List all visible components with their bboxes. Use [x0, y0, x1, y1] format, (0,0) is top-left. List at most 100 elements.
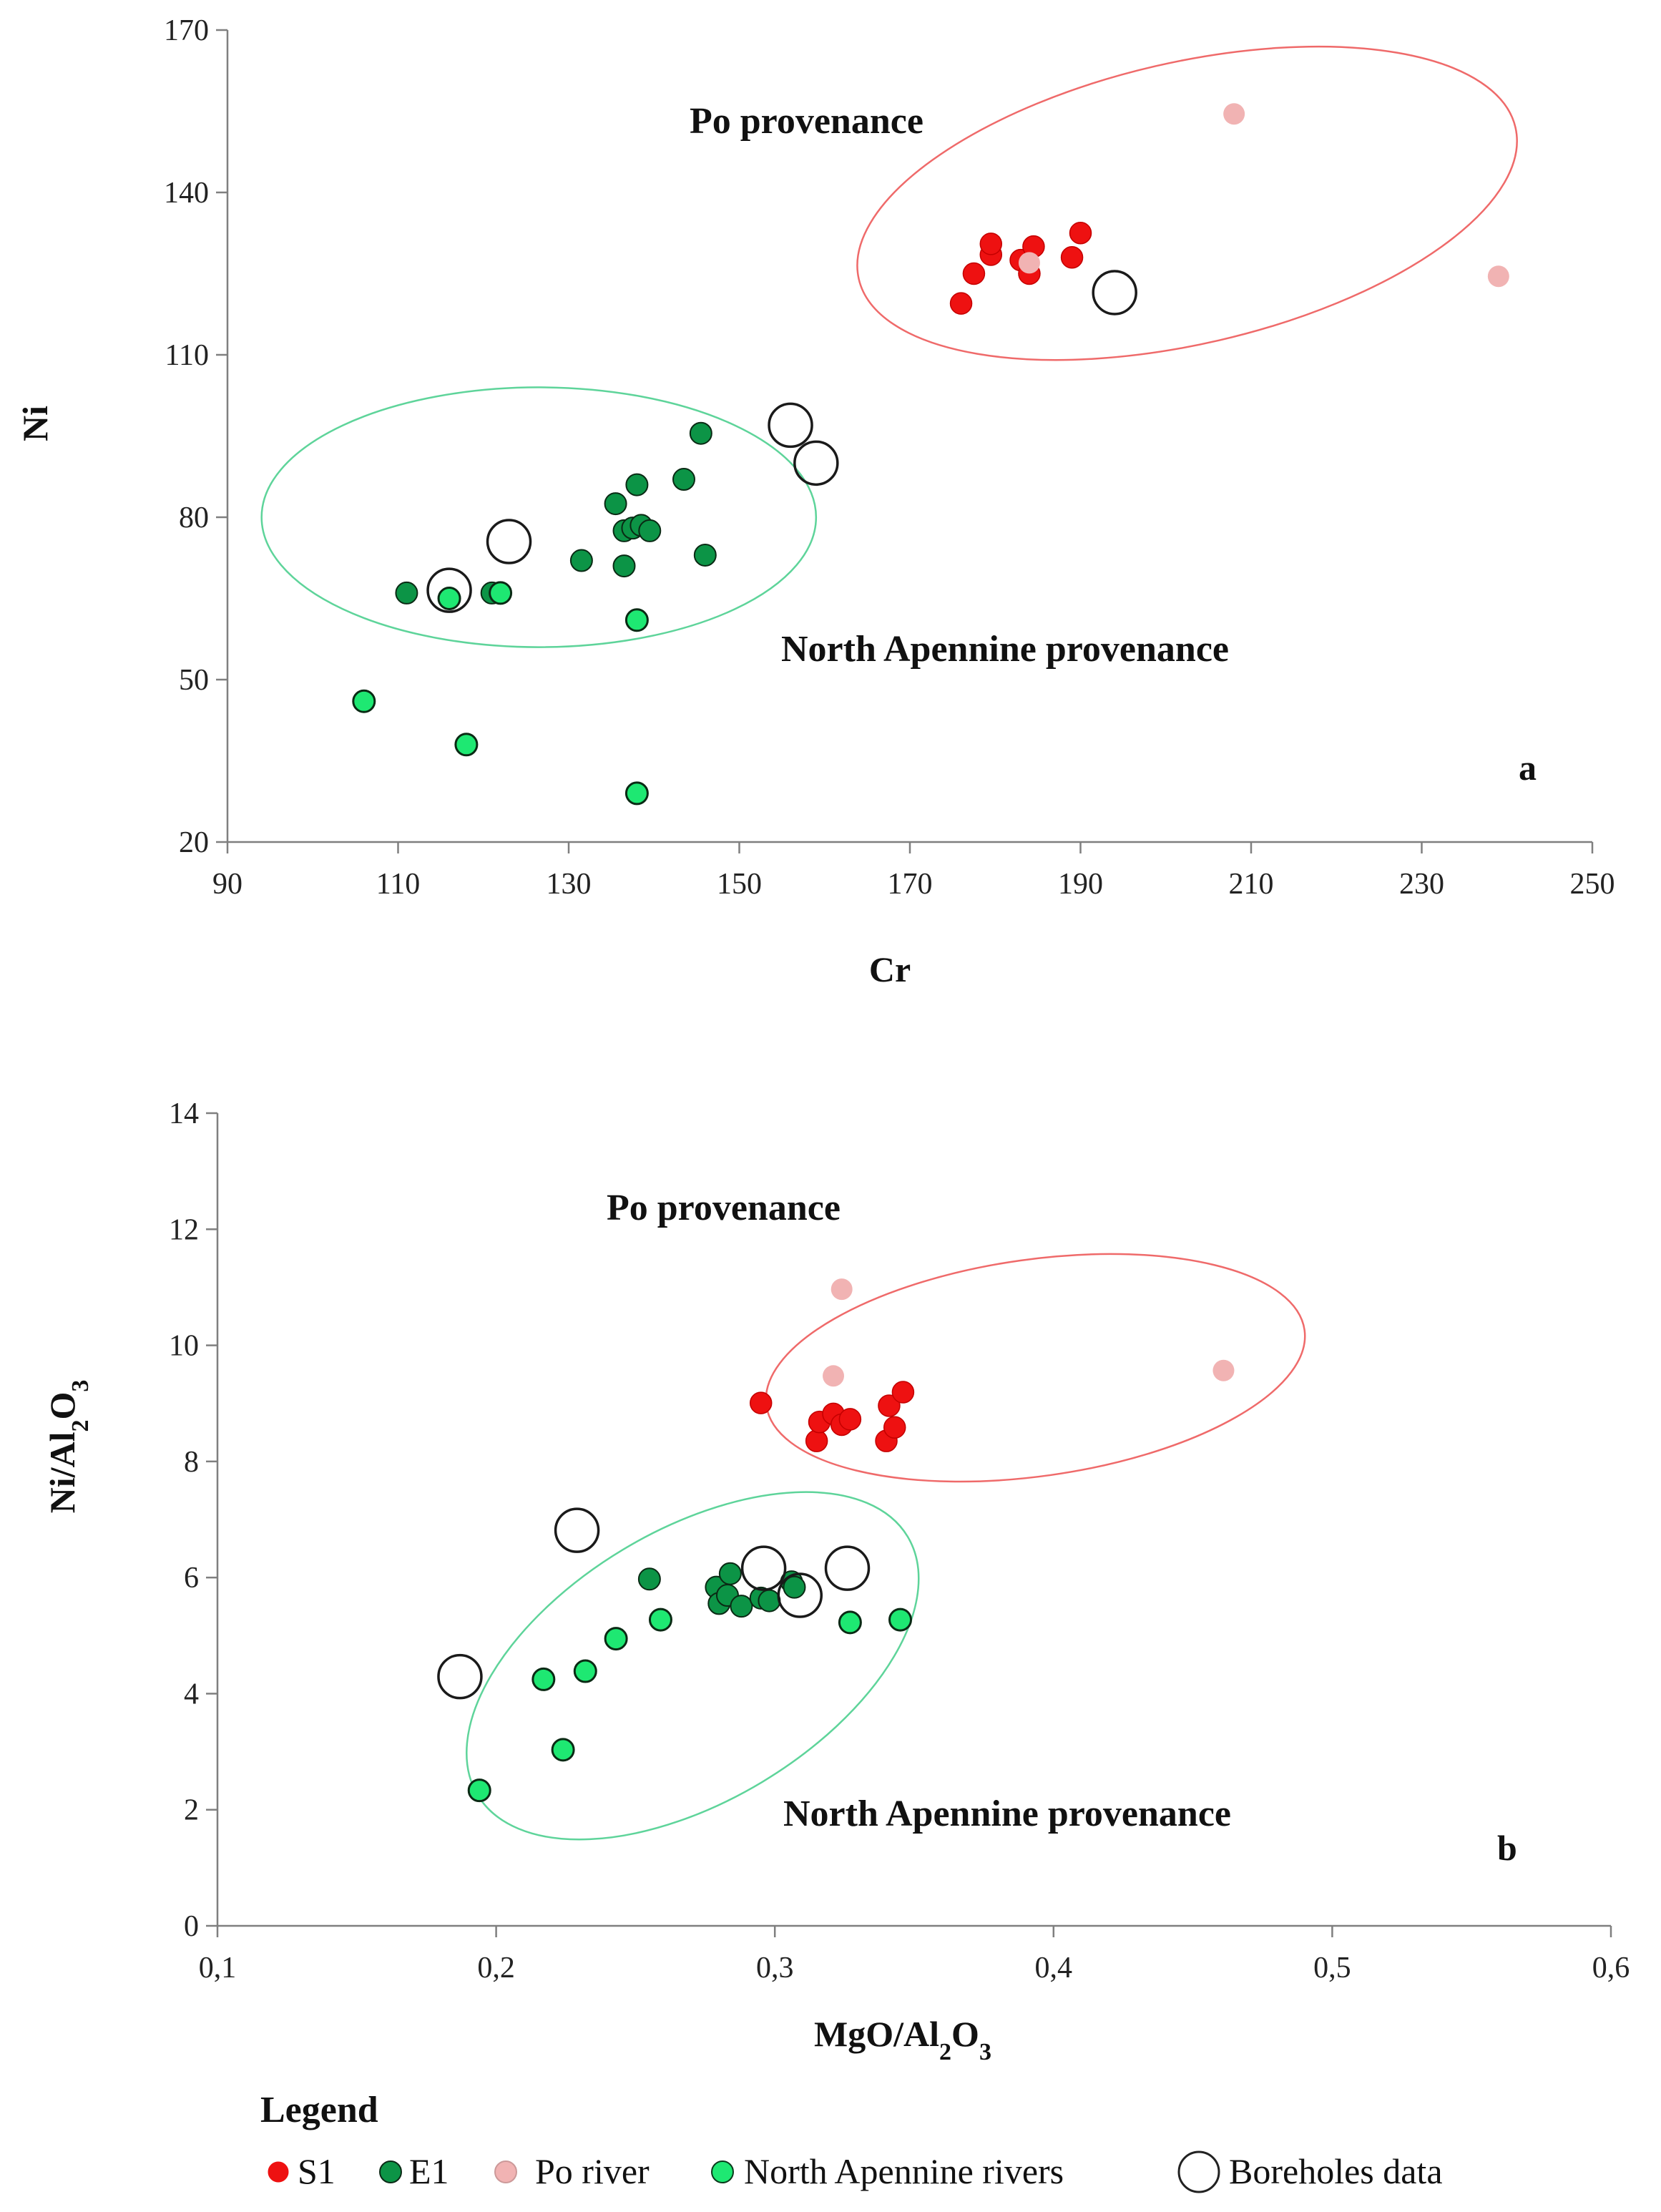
panel-a-point-e1 — [672, 468, 695, 491]
panel-a-x-tick-label: 210 — [1229, 868, 1274, 901]
panel-b-point-north-apennine-rivers — [551, 1738, 575, 1762]
legend-marker-north-apennine-rivers — [711, 2160, 734, 2183]
panel-b-point-e1 — [730, 1595, 753, 1618]
panel-a-x-tick-label: 250 — [1570, 868, 1615, 901]
panel-a-region-po-provenance — [856, 45, 1518, 361]
panel-a-y-tick-label: 140 — [164, 177, 209, 210]
panel-a-point-e1 — [625, 473, 649, 496]
panel-b-y-tick-label: 2 — [184, 1794, 199, 1827]
panel-b-point-north-apennine-rivers — [888, 1607, 913, 1632]
panel-b-x-tick-label: 0,6 — [1592, 1952, 1630, 1985]
panel-a-y-tick-label: 110 — [165, 339, 209, 372]
panel-a-point-north-apennine-rivers — [624, 608, 649, 632]
panel-a-regions — [260, 45, 1518, 648]
panel-a-point-e1 — [569, 549, 593, 572]
panel-a-point-e1 — [689, 421, 712, 445]
panel-a-x-tick-label: 150 — [717, 868, 762, 901]
panel-a-point-e1 — [638, 519, 662, 542]
panel-b-y-tick-label: 10 — [169, 1330, 199, 1363]
panel-a-x-tick-label: 190 — [1058, 868, 1103, 901]
panel-b-point-north-apennine-rivers — [467, 1778, 491, 1803]
panel-b-y-label: Ni/Al2O3 — [42, 1380, 94, 1514]
panel-b-point-po-river — [1212, 1359, 1235, 1381]
panel-b-point-s1 — [891, 1381, 915, 1404]
panel-b-point-s1 — [878, 1394, 901, 1417]
panel-b-point-north-apennine-rivers — [573, 1659, 597, 1683]
panel-a-point-s1 — [949, 292, 973, 315]
panel-a-ticks: 90 110 130 150 170 190 210 230 250 20 50 80 110 140 17… — [164, 14, 1615, 901]
panel-b-point-e1 — [718, 1562, 742, 1585]
panel-a-po-provenance-label: Po provenance — [690, 101, 923, 142]
panel-a-x-tick-label: 130 — [547, 868, 592, 901]
panel-b-y-tick-label: 0 — [184, 1910, 199, 1943]
panel-a-x-tick-label: 170 — [888, 868, 933, 901]
panel-b-point-north-apennine-rivers — [531, 1667, 556, 1691]
panel-b-point-boreholes-data — [740, 1545, 787, 1591]
panel-a-point-s1 — [1060, 246, 1084, 269]
panel-a-point-boreholes-data — [486, 519, 532, 564]
panel-b-point-e1 — [783, 1575, 806, 1599]
panel-b-x-tick-label: 0,3 — [756, 1952, 794, 1985]
legend-label-po-river: Po river — [535, 2151, 650, 2191]
panel-b-x-tick-label: 0,5 — [1313, 1952, 1351, 1985]
panel-a-point-boreholes-data — [426, 567, 472, 613]
panel-a-point-e1 — [693, 543, 717, 567]
panel-a-point-s1 — [979, 233, 1003, 255]
panel-b-ticks: 0,1 0,2 0,3 0,4 0,5 0,6 0 2 4 6 8 10 12 14 — [169, 1097, 1630, 1985]
panel-b-point-north-apennine-rivers — [604, 1627, 628, 1651]
panel-b-y-tick-label: 4 — [184, 1678, 199, 1711]
panel-a-points — [352, 103, 1509, 806]
panel-b-point-boreholes-data — [437, 1653, 483, 1700]
panel-a-point-e1 — [612, 554, 636, 578]
legend-label-s1: S1 — [298, 2151, 335, 2191]
panel-b-y-tick-label: 14 — [169, 1097, 199, 1130]
panel-b-point-boreholes-data — [777, 1572, 823, 1618]
panel-b-region-north-apennine-provenance — [466, 1491, 920, 1841]
panel-a-y-tick-label: 80 — [179, 501, 209, 534]
panel-b-x-tick-label: 0,4 — [1035, 1952, 1073, 1985]
panel-b-point-boreholes-data — [554, 1507, 600, 1553]
legend-title: Legend — [260, 2090, 378, 2130]
legend-label-north-apennine-rivers: North Apennine rivers — [744, 2151, 1064, 2191]
panel-a-scatter: 90 110 130 150 170 190 210 230 250 20 50 80 110 140 17… — [15, 14, 1615, 989]
panel-a-point-e1 — [395, 581, 418, 605]
panel-a-x-tick-label: 90 — [212, 868, 242, 901]
panel-a-point-po-river — [1487, 265, 1509, 288]
panel-a-point-north-apennine-rivers — [624, 781, 649, 806]
panel-a-point-north-apennine-rivers — [352, 689, 376, 713]
panel-b-point-po-river — [830, 1278, 853, 1301]
legend-label-boreholes-data: Boreholes data — [1229, 2151, 1443, 2191]
panel-b-po-provenance-label: Po provenance — [607, 1188, 841, 1228]
panel-b-x-tick-label: 0,1 — [199, 1952, 237, 1985]
panel-b-x-label: MgO/Al2O3 — [814, 2014, 991, 2065]
panel-b-y-tick-label: 12 — [169, 1213, 199, 1246]
panel-b-points — [437, 1278, 1235, 1803]
panel-b-y-tick-label: 8 — [184, 1446, 199, 1479]
panel-a-y-tick-label: 50 — [179, 664, 209, 697]
panel-b-point-e1 — [758, 1589, 781, 1612]
panel-a-point-north-apennine-rivers — [437, 587, 461, 610]
panel-a-x-label: Cr — [869, 949, 911, 989]
panel-a-y-tick-label: 170 — [164, 14, 209, 47]
panel-a-point-e1 — [604, 492, 627, 516]
legend: Legend S1 E1 Po river North Apennine riv… — [260, 2090, 1443, 2193]
panel-a-north-apennine-label: North Apennine provenance — [781, 629, 1229, 670]
panel-b-point-s1 — [805, 1429, 828, 1452]
panel-a-point-north-apennine-rivers — [489, 581, 513, 605]
panel-b-letter: b — [1497, 1828, 1517, 1868]
legend-marker-po-river — [494, 2160, 517, 2183]
legend-marker-boreholes-data — [1177, 2150, 1220, 2193]
panel-a-point-s1 — [1069, 222, 1092, 245]
panel-a-y-label: Ni — [15, 406, 55, 441]
panel-b-point-s1 — [749, 1391, 773, 1414]
panel-a-letter: a — [1519, 748, 1537, 788]
panel-b-y-tick-label: 6 — [184, 1562, 199, 1595]
panel-a-point-boreholes-data — [768, 402, 813, 449]
panel-b-point-po-river — [823, 1365, 845, 1387]
panel-b-point-boreholes-data — [824, 1545, 871, 1591]
legend-marker-s1 — [268, 2161, 289, 2183]
panel-b-point-s1 — [883, 1416, 906, 1439]
panel-a-point-north-apennine-rivers — [454, 733, 479, 757]
